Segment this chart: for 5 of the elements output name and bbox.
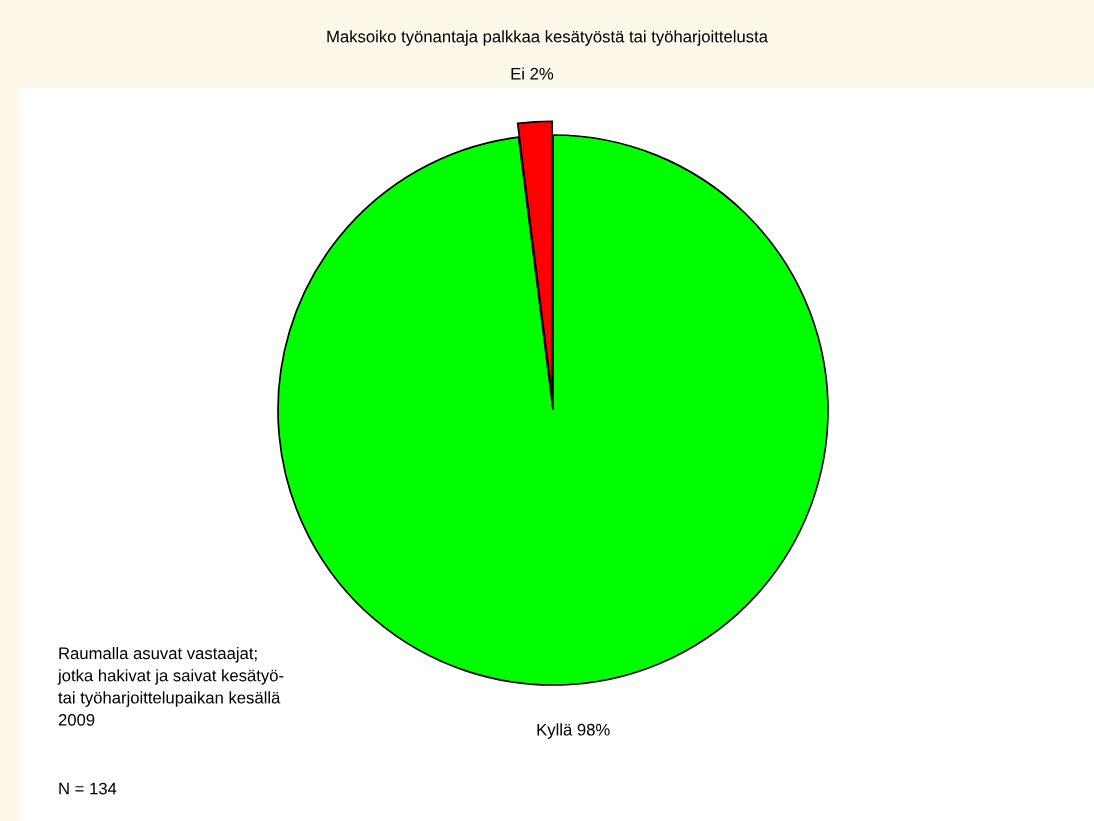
slice-label: Kyllä 98% xyxy=(537,723,610,739)
text: N = 134 xyxy=(59,782,117,795)
chart-title: Maksoiko työnantaja palkkaa kesätyöstä tai työharjoittelusta xyxy=(327,30,768,46)
slice-label: Ei 2% xyxy=(511,67,554,80)
text: Raumalla asuvat vastaajat; jotka hakivat ja saivat kesätyö- tai työharjoittelupaikan kesällä 2009 xyxy=(57,646,284,726)
